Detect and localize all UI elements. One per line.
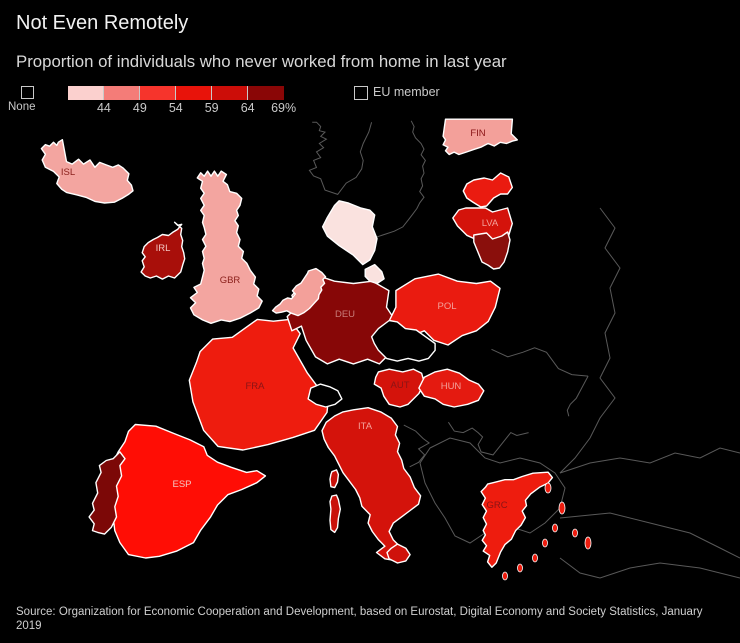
svg-text:DEU: DEU xyxy=(335,309,355,320)
svg-text:IRL: IRL xyxy=(156,243,171,254)
svg-text:AUT: AUT xyxy=(391,380,410,391)
svg-text:POL: POL xyxy=(437,301,456,312)
svg-text:FRA: FRA xyxy=(246,381,266,392)
svg-text:ESP: ESP xyxy=(172,479,191,490)
svg-text:GRC: GRC xyxy=(486,500,507,511)
svg-text:ISL: ISL xyxy=(61,167,75,178)
svg-text:GBR: GBR xyxy=(220,275,241,286)
svg-text:FIN: FIN xyxy=(470,128,485,139)
svg-text:ITA: ITA xyxy=(358,421,373,432)
svg-text:LVA: LVA xyxy=(482,218,499,229)
svg-text:HUN: HUN xyxy=(441,381,462,392)
